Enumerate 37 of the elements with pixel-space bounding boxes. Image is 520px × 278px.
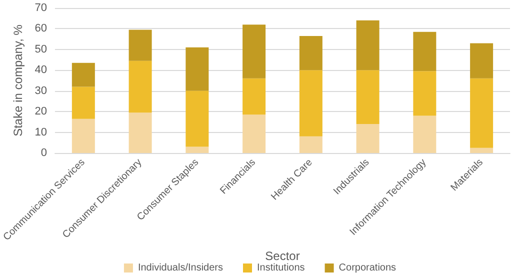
bar xyxy=(470,148,494,153)
bar xyxy=(72,86,95,119)
bar xyxy=(413,71,436,116)
bar xyxy=(356,20,380,70)
bar xyxy=(299,36,322,70)
legend-label: Individuals/Insiders xyxy=(138,262,223,274)
bar xyxy=(299,70,322,136)
bar xyxy=(72,118,95,153)
y-tick-label: 70 xyxy=(34,2,47,14)
bar xyxy=(186,47,209,91)
bar xyxy=(356,124,380,153)
bar xyxy=(299,136,322,153)
y-tick-label: 30 xyxy=(34,84,47,97)
bar xyxy=(356,70,380,124)
y-tick-label: 10 xyxy=(34,126,47,138)
y-tick-label: 0 xyxy=(40,147,47,159)
bar xyxy=(128,112,152,153)
bar xyxy=(470,78,494,148)
legend-label: Corporations xyxy=(338,262,396,274)
bar xyxy=(72,62,95,87)
bar xyxy=(413,116,436,153)
bar xyxy=(413,32,436,72)
legend-label: Institutions xyxy=(256,262,305,274)
bar xyxy=(128,30,152,61)
bar xyxy=(242,78,266,115)
y-tick-label: 50 xyxy=(34,43,47,56)
bar xyxy=(242,114,266,153)
bar xyxy=(186,90,209,147)
bar xyxy=(186,146,209,153)
bar xyxy=(470,43,494,78)
y-axis-title: Stake in company, % xyxy=(10,24,25,136)
x-axis-title: Sector xyxy=(265,248,300,263)
y-tick-label: 40 xyxy=(34,64,47,76)
y-tick-label: 60 xyxy=(34,22,47,35)
bar xyxy=(242,24,266,78)
y-tick-label: 20 xyxy=(34,106,47,118)
bar xyxy=(128,60,152,113)
